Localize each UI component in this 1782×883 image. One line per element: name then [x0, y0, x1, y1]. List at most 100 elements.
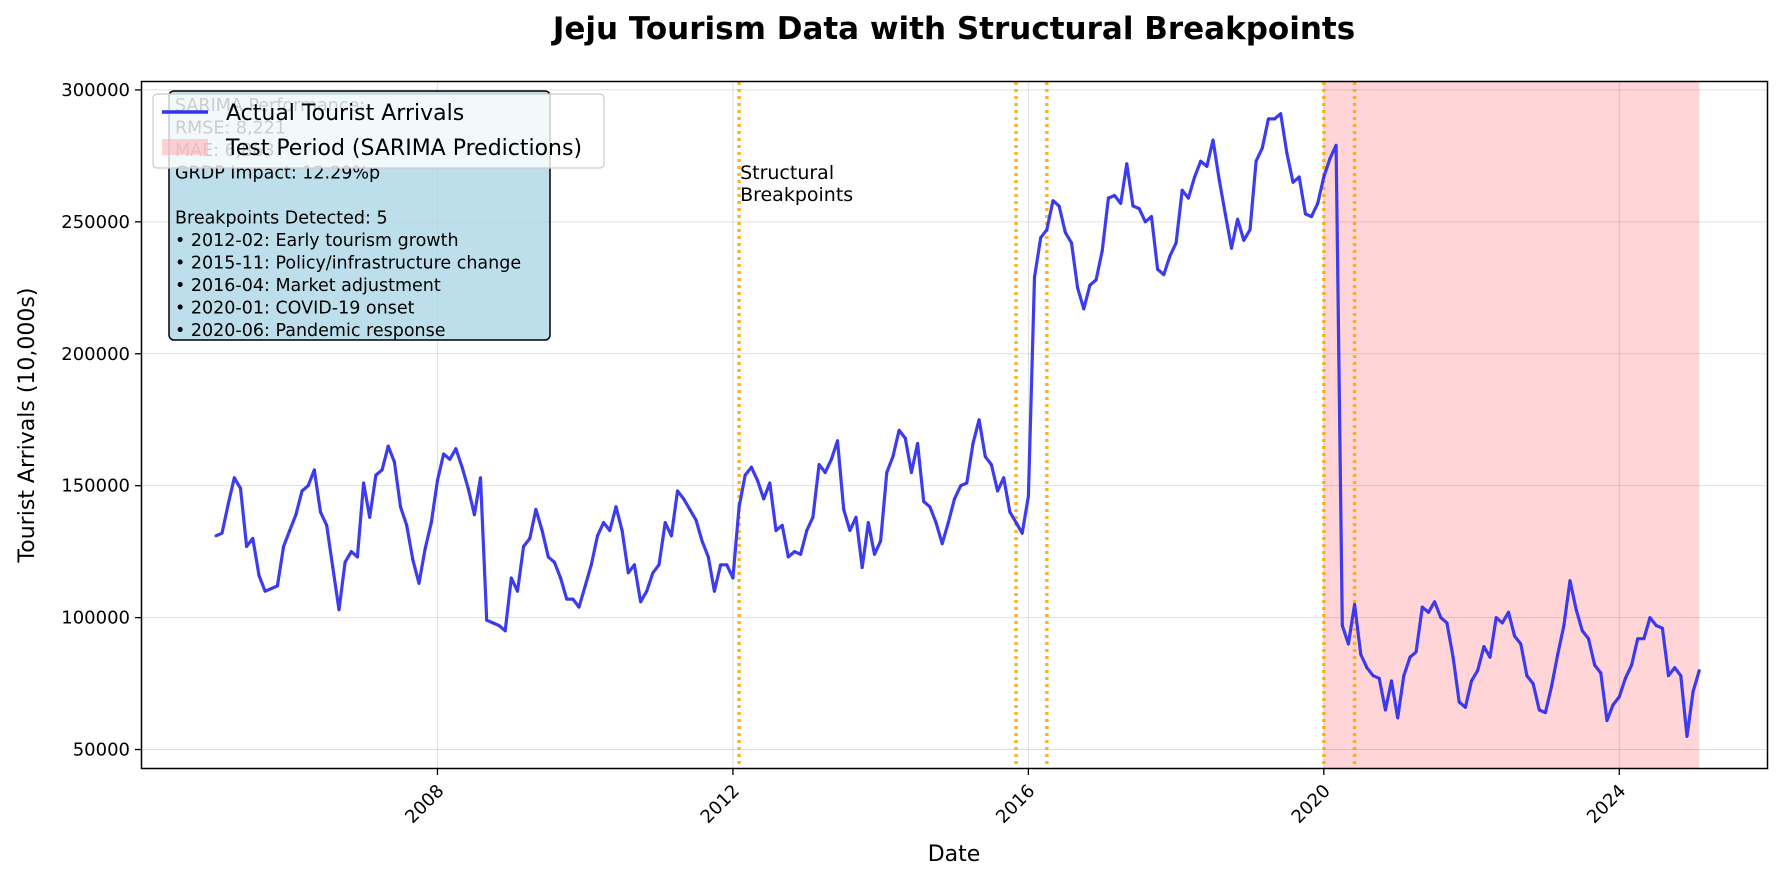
data-point [528, 537, 532, 540]
data-point [1605, 719, 1609, 722]
data-point [1267, 117, 1270, 121]
data-point [1211, 138, 1215, 142]
data-point [1070, 241, 1073, 245]
y-tick-label: 300000 [61, 80, 130, 101]
data-point [903, 436, 907, 440]
data-point [1457, 700, 1461, 704]
data-point [497, 624, 501, 627]
data-point [319, 510, 322, 514]
data-point [1193, 175, 1196, 179]
data-point [1550, 684, 1553, 688]
data-point [620, 529, 624, 532]
data-point [331, 566, 335, 569]
data-point [725, 563, 729, 567]
data-point [608, 529, 612, 532]
data-point [1371, 674, 1375, 678]
data-point [546, 555, 550, 559]
data-point [1353, 603, 1356, 606]
data-point [553, 560, 556, 564]
data-point [1420, 605, 1424, 609]
data-point [1297, 175, 1301, 179]
data-point [1691, 690, 1695, 693]
data-point [1303, 212, 1307, 216]
data-point [214, 534, 218, 538]
data-point [226, 502, 230, 506]
data-point [1039, 236, 1043, 240]
data-point [633, 563, 636, 567]
data-point [1150, 215, 1153, 218]
data-point [860, 566, 864, 569]
data-point [953, 497, 956, 501]
data-point [959, 484, 963, 488]
y-tick-label: 200000 [61, 344, 130, 365]
data-point [706, 555, 710, 559]
data-point [602, 521, 606, 525]
data-point [842, 508, 846, 511]
data-point [423, 547, 427, 551]
x-tick-label: 2016 [992, 781, 1039, 828]
data-point [343, 560, 347, 564]
data-point [392, 460, 396, 464]
data-point [1470, 679, 1473, 683]
data-point [922, 500, 926, 503]
data-point [1660, 626, 1664, 630]
y-tick-label: 100000 [61, 608, 130, 629]
data-point [1285, 151, 1289, 155]
data-point [1187, 196, 1190, 200]
chart-title: Jeju Tourism Data with Structural Breakp… [551, 11, 1355, 47]
data-point [312, 468, 316, 472]
data-point [1328, 157, 1332, 160]
data-point [1260, 146, 1264, 150]
data-point [916, 442, 919, 445]
data-point [651, 571, 655, 575]
data-point [749, 465, 753, 469]
data-point [448, 457, 452, 461]
data-point [1500, 621, 1504, 625]
data-point [639, 600, 642, 604]
data-point [614, 505, 618, 509]
data-point [1076, 286, 1080, 290]
data-point [1279, 112, 1283, 116]
data-point [1482, 645, 1486, 649]
data-point [1143, 220, 1147, 224]
data-point [269, 587, 273, 590]
data-point [1199, 159, 1203, 163]
data-point [442, 452, 446, 456]
legend-label: Test Period (SARIMA Predictions) [225, 136, 582, 161]
data-point [1439, 616, 1443, 620]
data-point [362, 481, 365, 485]
data-point [1667, 674, 1670, 678]
data-point [325, 523, 329, 527]
data-point [1248, 228, 1252, 232]
data-point [1359, 653, 1363, 656]
data-point [1088, 283, 1092, 287]
data-point [811, 515, 815, 519]
data-point [1451, 655, 1455, 659]
data-point [1273, 117, 1276, 121]
data-point [1507, 610, 1510, 614]
data-point [793, 550, 796, 554]
data-point [251, 537, 255, 540]
data-point [1045, 228, 1049, 232]
data-point [1205, 165, 1209, 168]
data-point [688, 508, 692, 511]
data-point [1531, 682, 1535, 685]
data-point [1377, 676, 1381, 680]
data-point [1556, 653, 1560, 656]
data-point [1679, 674, 1683, 678]
data-point [1365, 666, 1369, 670]
data-point [368, 515, 372, 519]
x-tick-label: 2012 [697, 781, 744, 828]
data-point [928, 505, 932, 509]
data-point [1026, 494, 1030, 498]
data-point [873, 552, 876, 556]
data-point [1020, 531, 1024, 535]
data-point [805, 529, 809, 532]
data-point [516, 589, 519, 593]
data-point [774, 529, 778, 532]
data-point [1624, 676, 1627, 680]
data-point [1094, 278, 1098, 282]
data-point [866, 521, 870, 525]
data-point [1057, 204, 1061, 208]
data-point [1445, 621, 1449, 625]
